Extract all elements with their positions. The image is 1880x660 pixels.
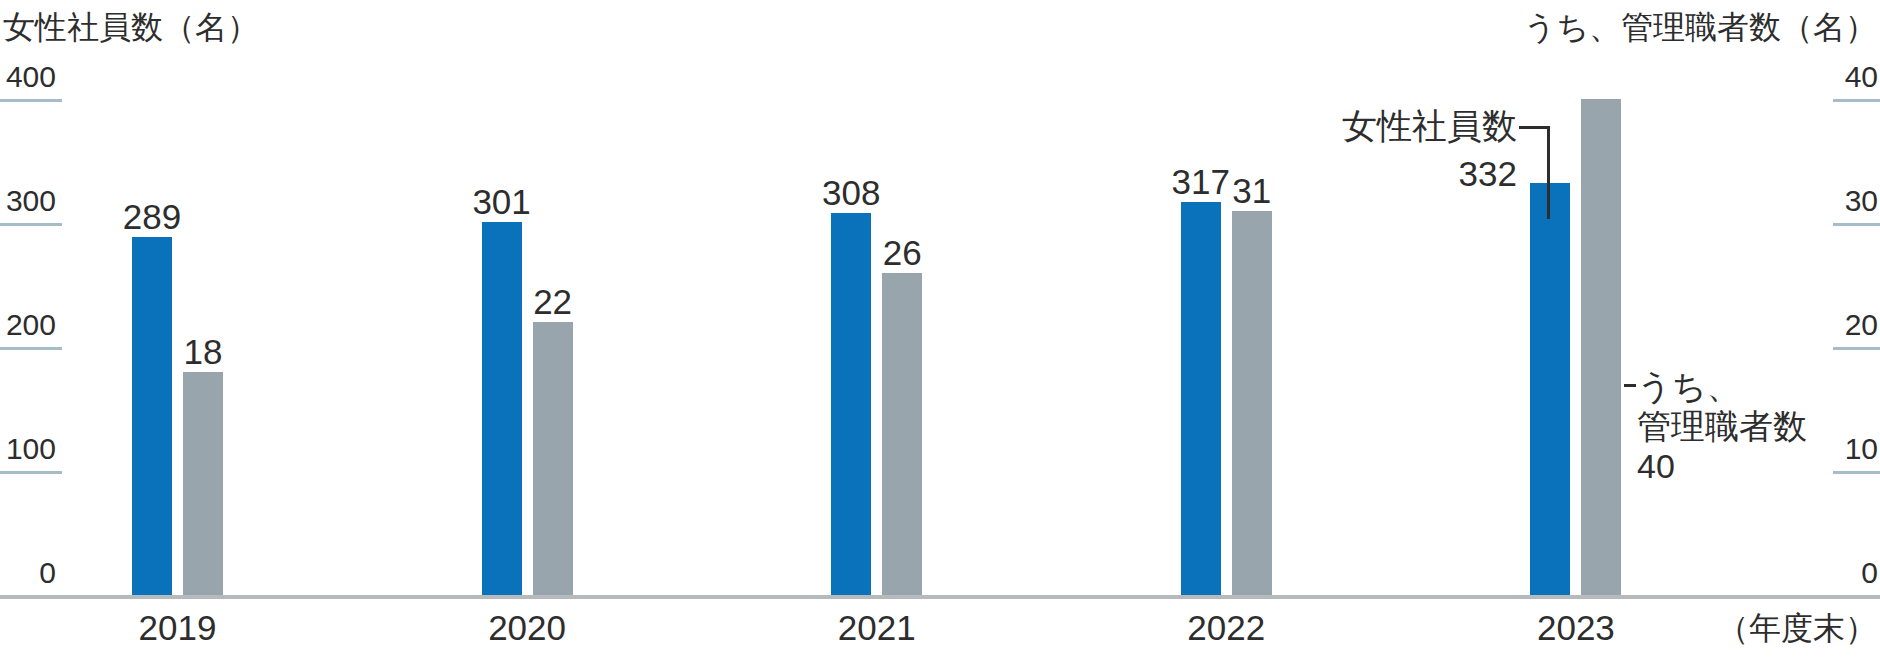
right-axis-title: うち、管理職者数（名）: [1524, 8, 1878, 46]
bar-female-2020: [482, 222, 522, 595]
left-axis-tick-label-400: 400: [0, 62, 56, 92]
year-label-2023: 2023: [1456, 610, 1696, 645]
bar-manager-2020: [533, 322, 573, 595]
year-label-2021: 2021: [757, 610, 997, 645]
year-label-2022: 2022: [1106, 610, 1346, 645]
value-label-female-2020: 301: [442, 184, 562, 219]
right-axis-tick-label-0: 0: [1818, 558, 1878, 588]
bar-female-2021: [831, 213, 871, 595]
annotation-female-line-horizontal: [1519, 126, 1549, 129]
annotation-manager-value: 40: [1637, 446, 1807, 486]
bar-female-2019: [132, 237, 172, 595]
right-axis-tick-mark-10: [1833, 471, 1880, 474]
annotation-female-line-vertical: [1547, 126, 1550, 219]
right-axis-tick-mark-40: [1833, 99, 1880, 102]
right-axis-tick-mark-30: [1833, 223, 1880, 226]
left-axis-tick-label-0: 0: [0, 558, 56, 588]
right-axis-tick-label-30: 30: [1818, 186, 1878, 216]
left-axis-title: 女性社員数（名）: [3, 8, 259, 46]
value-label-female-2021: 308: [791, 175, 911, 210]
annotation-managers: うち、 管理職者数 40: [1637, 366, 1807, 486]
left-axis-tick-label-200: 200: [0, 310, 56, 340]
bar-manager-2023: [1581, 99, 1621, 595]
annotation-female-label: 女性社員数: [1342, 102, 1517, 150]
right-axis-tick-label-10: 10: [1818, 434, 1878, 464]
left-axis-tick-label-300: 300: [0, 186, 56, 216]
bar-manager-2021: [882, 273, 922, 595]
annotation-manager-line: [1624, 384, 1636, 387]
year-label-2019: 2019: [58, 610, 298, 645]
annotation-female-value: 332: [1342, 150, 1517, 198]
annotation-female-employees: 女性社員数 332: [1342, 102, 1517, 198]
bar-manager-2022: [1232, 211, 1272, 595]
left-axis-tick-mark-400: [0, 99, 62, 102]
left-axis-tick-mark-100: [0, 471, 62, 474]
value-label-manager-2022: 31: [1192, 173, 1312, 208]
x-axis-line: [0, 595, 1880, 599]
x-axis-note: （年度末）: [1717, 610, 1877, 646]
value-label-manager-2020: 22: [493, 284, 613, 319]
left-axis-tick-mark-200: [0, 347, 62, 350]
bar-manager-2019: [183, 372, 223, 595]
value-label-female-2019: 289: [92, 199, 212, 234]
bar-female-2023: [1530, 183, 1570, 595]
annotation-manager-label-line1: うち、: [1637, 366, 1807, 406]
dual-axis-bar-chart: 女性社員数（名） うち、管理職者数（名） 4003002001000403020…: [0, 0, 1880, 660]
bar-female-2022: [1181, 202, 1221, 595]
value-label-manager-2021: 26: [842, 235, 962, 270]
right-axis-tick-mark-20: [1833, 347, 1880, 350]
left-axis-tick-label-100: 100: [0, 434, 56, 464]
year-label-2020: 2020: [407, 610, 647, 645]
value-label-manager-2019: 18: [143, 334, 263, 369]
left-axis-tick-mark-300: [0, 223, 62, 226]
annotation-manager-label-line2: 管理職者数: [1637, 406, 1807, 446]
right-axis-tick-label-20: 20: [1818, 310, 1878, 340]
right-axis-tick-label-40: 40: [1818, 62, 1878, 92]
